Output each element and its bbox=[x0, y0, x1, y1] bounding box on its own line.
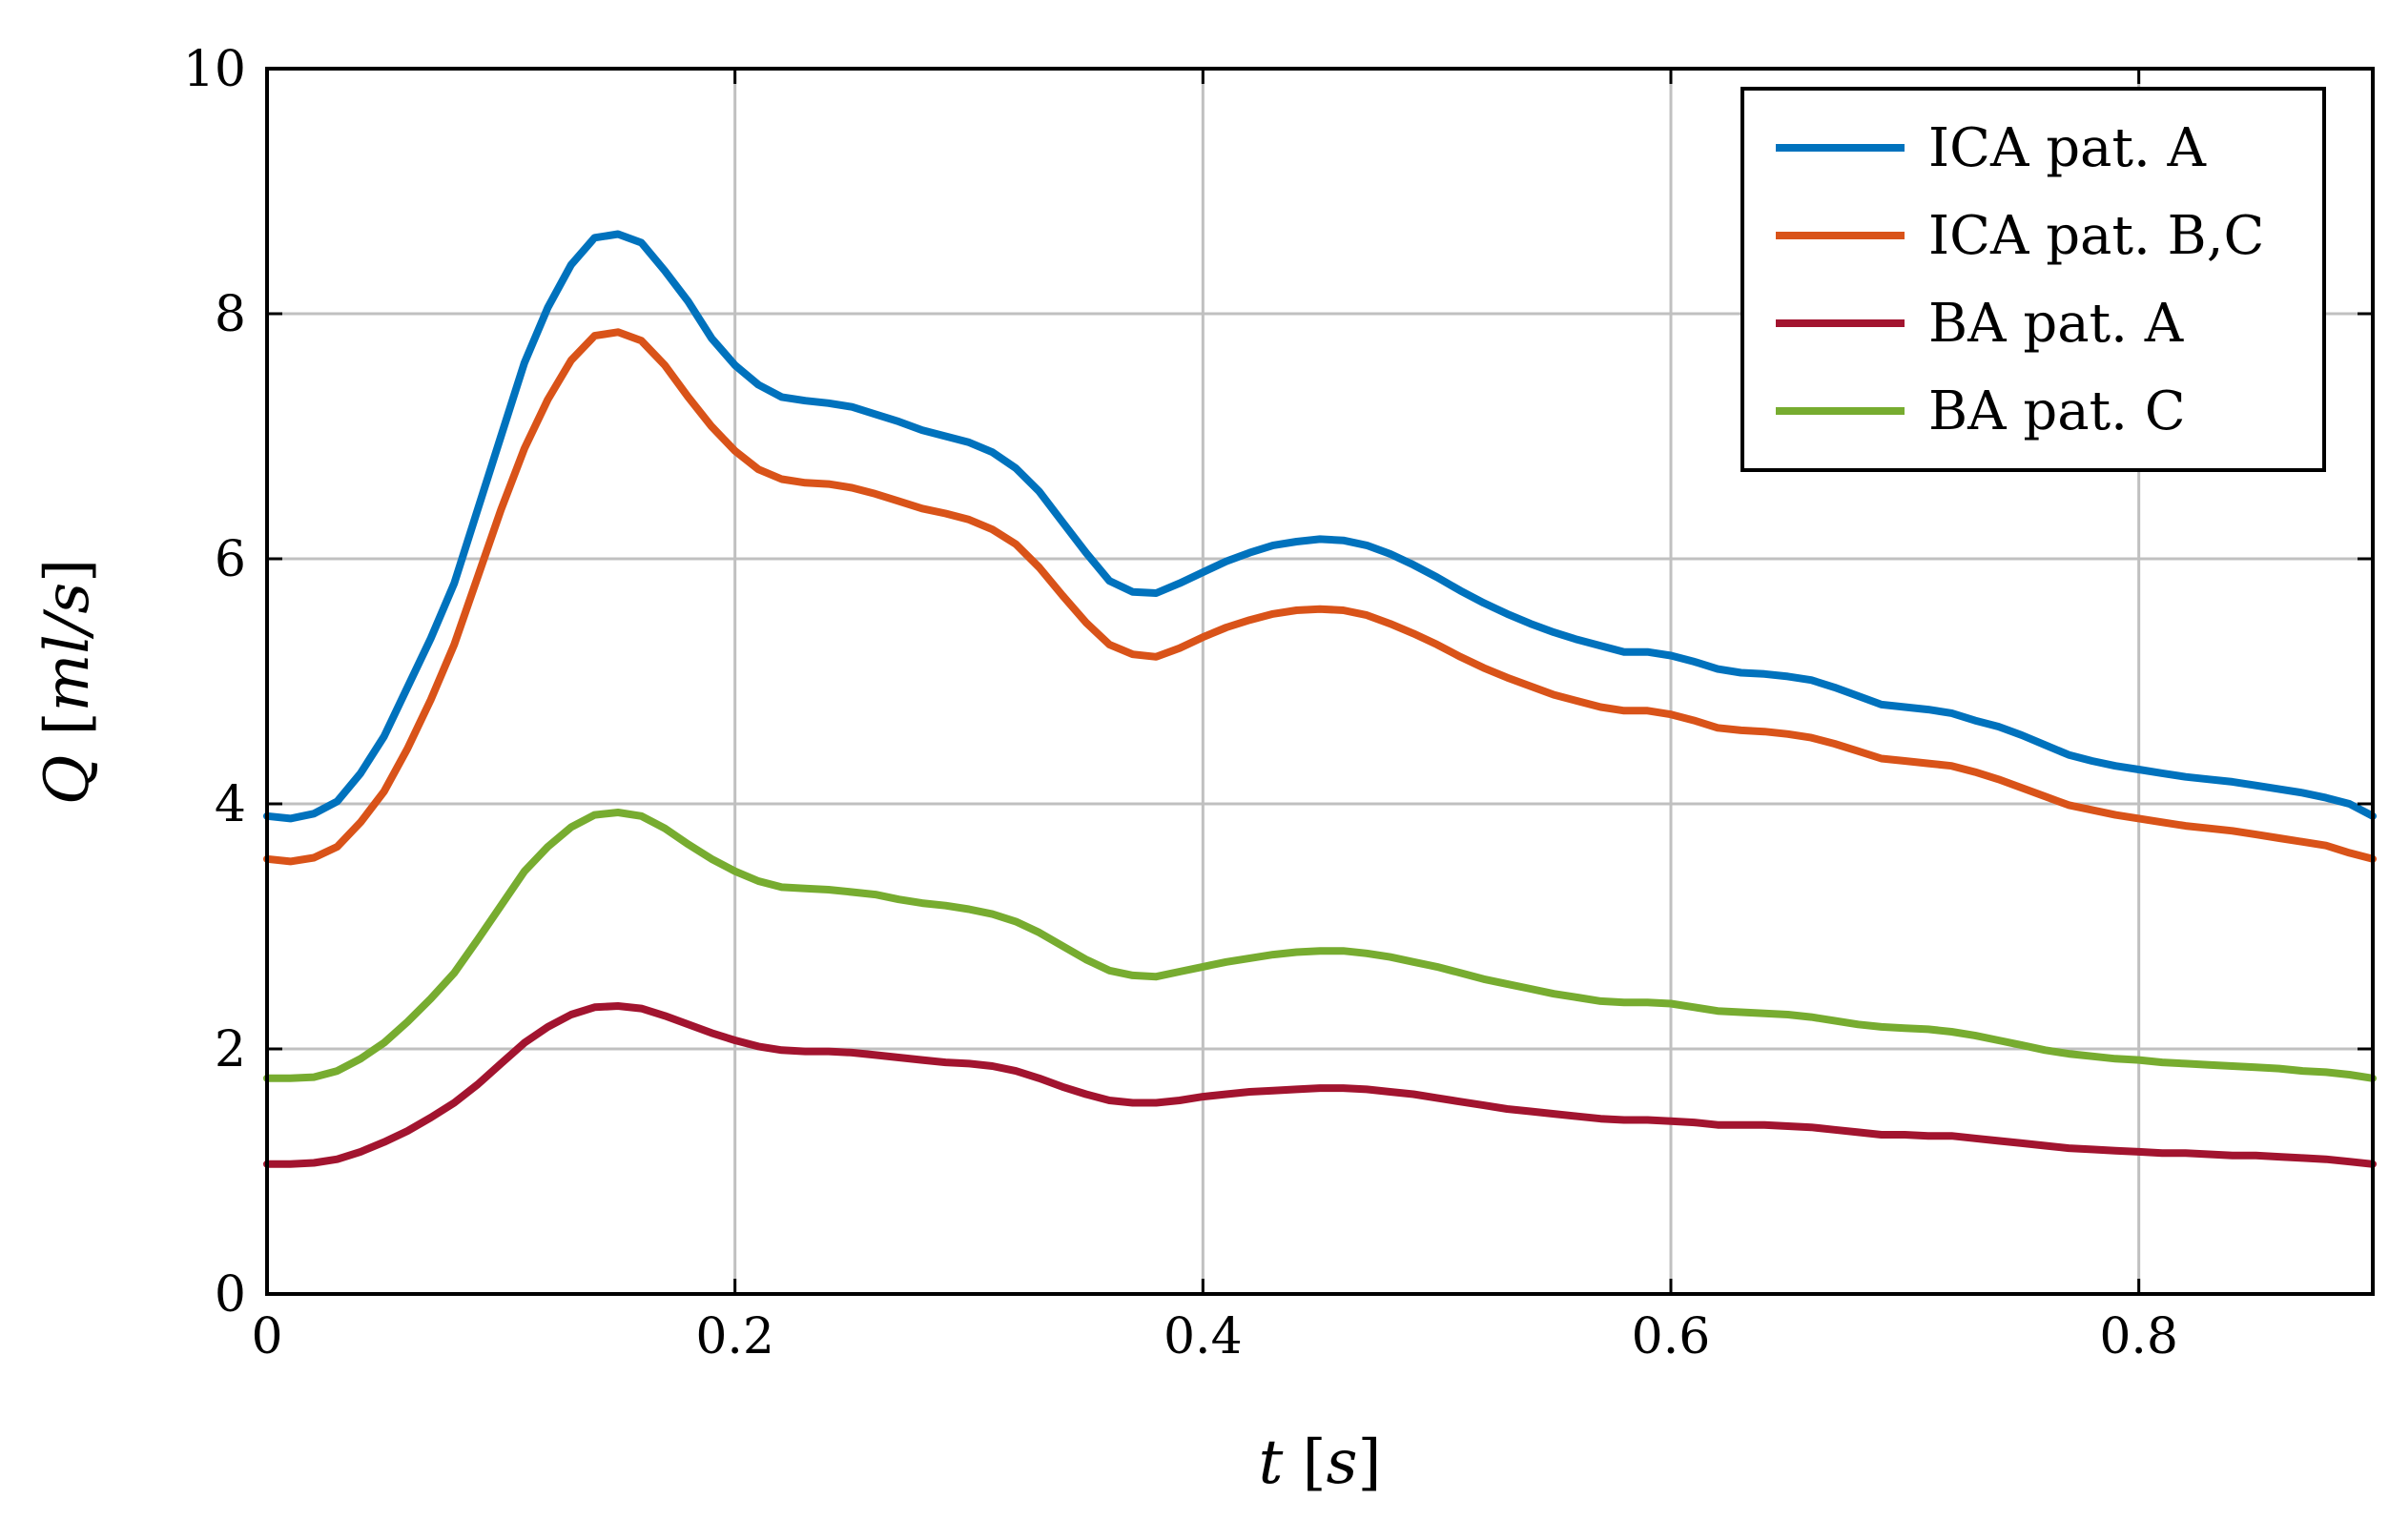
y-tick-label: 10 bbox=[183, 41, 246, 98]
plot-frame bbox=[265, 67, 2375, 1296]
x-axis-unit-close-bracket: ] bbox=[1357, 1427, 1381, 1498]
legend-label: ICA pat. B,C bbox=[1928, 205, 2264, 267]
y-axis-unit-close-bracket: ] bbox=[32, 559, 103, 583]
x-axis-unit-open-bracket: [ bbox=[1283, 1427, 1326, 1498]
x-tick-label: 0.8 bbox=[2099, 1308, 2178, 1365]
y-tick-label: 4 bbox=[215, 776, 246, 833]
legend-items: ICA pat. A ICA pat. B,C BA pat. A BA pat. C bbox=[1776, 117, 2264, 442]
legend: ICA pat. A ICA pat. B,C BA pat. A BA pat. C bbox=[1740, 87, 2326, 472]
series-line-ba-pat-a bbox=[263, 1002, 2377, 1168]
x-axis-unit: s bbox=[1327, 1427, 1358, 1498]
x-axis-var: t bbox=[1259, 1427, 1284, 1498]
y-axis-label: Q [ml/s] bbox=[32, 559, 103, 805]
tick-labels: 0 0.2 0.4 0.6 0.8 0 2 4 6 8 10 bbox=[183, 41, 2373, 1365]
y-tick-label: 6 bbox=[215, 531, 246, 588]
y-axis-var: Q bbox=[32, 755, 103, 805]
y-axis-unit-open-bracket: [ bbox=[32, 711, 103, 754]
y-tick-label: 8 bbox=[215, 286, 246, 343]
x-tick-label: 0.4 bbox=[1164, 1308, 1243, 1365]
y-tick-label: 0 bbox=[215, 1266, 246, 1324]
x-tick-label: 0 bbox=[251, 1308, 282, 1365]
x-axis-label: t [s] bbox=[1259, 1427, 1382, 1498]
y-axis-unit: ml/s bbox=[32, 583, 103, 712]
series-line-ica-pat-b-c bbox=[263, 328, 2377, 866]
y-tick-label: 2 bbox=[215, 1021, 246, 1078]
x-tick-label: 0.2 bbox=[695, 1308, 774, 1365]
legend-label: BA pat. C bbox=[1928, 380, 2186, 442]
legend-box bbox=[1740, 87, 2326, 472]
x-tick-label: 0.6 bbox=[1632, 1308, 1711, 1365]
legend-label: ICA pat. A bbox=[1928, 117, 2207, 179]
series-line-ba-pat-c bbox=[263, 809, 2377, 1082]
series-lines bbox=[263, 230, 2377, 1168]
series-line-ica-pat-a bbox=[263, 230, 2377, 823]
legend-label: BA pat. A bbox=[1928, 293, 2184, 355]
